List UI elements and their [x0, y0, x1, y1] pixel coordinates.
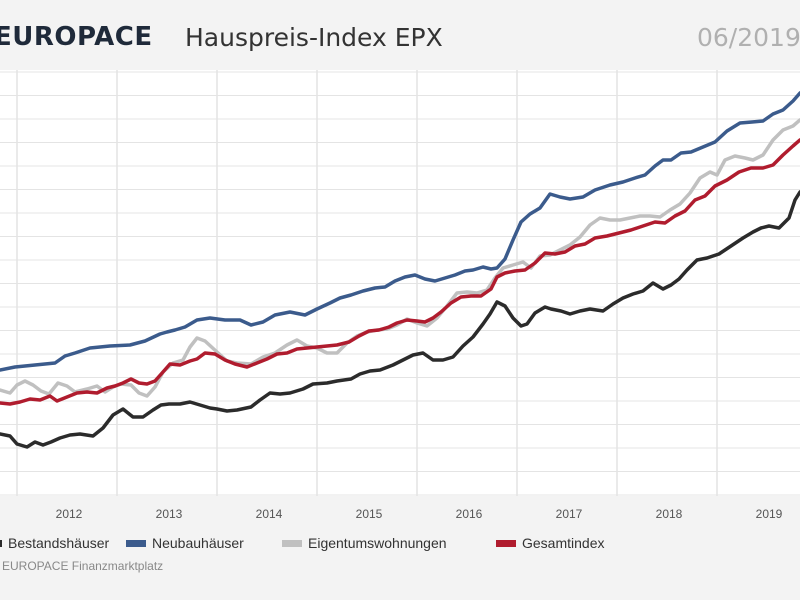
legend-item-gesamtindex: Gesamtindex	[496, 535, 604, 551]
x-tick-label: 2019	[756, 507, 783, 521]
x-tick-label: 2013	[156, 507, 183, 521]
legend-swatch	[496, 539, 516, 547]
legend-swatch	[0, 539, 2, 547]
brand-logo: EUROPACE	[0, 22, 153, 52]
series-line	[0, 91, 800, 372]
source-note: EUROPACE Finanzmarktplatz	[2, 559, 164, 573]
plot-area: 2012 2013 2014 2015 2016 2017 2018 2019	[0, 70, 800, 521]
x-tick-label: 2014	[256, 507, 283, 521]
line-chart: 2012 2013 2014 2015 2016 2017 2018 2019	[0, 70, 800, 521]
legend-label: Gesamtindex	[522, 535, 605, 551]
legend-item-bestandshaeuser: Bestandshäuser	[0, 535, 109, 551]
legend-item-neubauhaeuser: Neubauhäuser	[126, 535, 244, 551]
series-line	[0, 190, 800, 449]
x-tick-label: 2015	[356, 507, 383, 521]
chart-title: Hauspreis-Index EPX	[185, 23, 443, 52]
x-tick-label: 2012	[56, 507, 83, 521]
legend-item-eigentumswohnungen: Eigentumswohnungen	[282, 535, 447, 551]
legend-swatch	[282, 539, 302, 547]
x-tick-label: 2018	[656, 507, 683, 521]
legend-label: Neubauhäuser	[152, 535, 244, 551]
legend-swatch	[126, 539, 146, 547]
x-tick-label: 2017	[556, 507, 583, 521]
series-line	[0, 118, 800, 398]
legend-label: Bestandshäuser	[8, 535, 110, 551]
legend: Bestandshäuser Neubauhäuser Eigentumswoh…	[0, 535, 800, 555]
chart-header: EUROPACE Hauspreis-Index EPX 06/2019	[0, 0, 800, 70]
x-tick-label: 2016	[456, 507, 483, 521]
series-line	[0, 138, 800, 406]
chart-date: 06/2019	[697, 23, 800, 52]
legend-label: Eigentumswohnungen	[308, 535, 447, 551]
